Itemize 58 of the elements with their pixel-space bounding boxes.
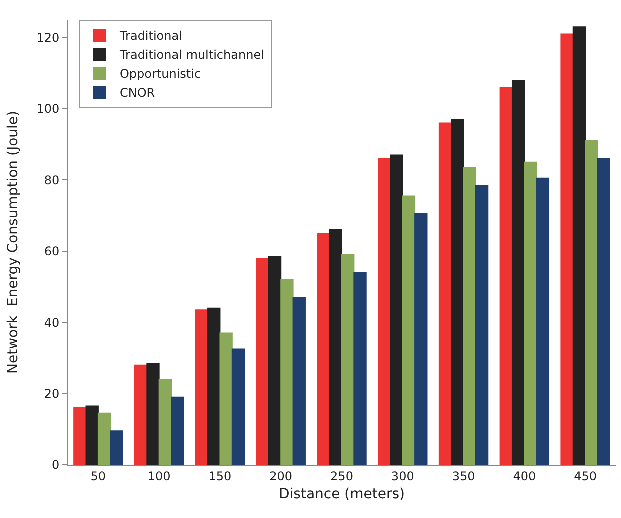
x-axis-title: Distance (meters) xyxy=(279,486,405,503)
x-tick-label: 450 xyxy=(574,469,598,484)
y-tick-label: 100 xyxy=(36,102,60,116)
bar xyxy=(195,310,209,465)
x-tick-label: 350 xyxy=(452,469,476,484)
bar xyxy=(329,230,342,465)
y-tick-label: 120 xyxy=(36,31,60,45)
bar xyxy=(171,396,184,465)
y-tick-label: 0 xyxy=(52,458,60,472)
bar xyxy=(451,119,464,465)
bar xyxy=(110,430,124,465)
bar xyxy=(597,158,610,465)
bar xyxy=(268,256,282,465)
bar xyxy=(524,162,538,465)
bar xyxy=(158,379,172,465)
legend-label: Traditional multichannel xyxy=(118,48,264,62)
bar xyxy=(292,297,306,465)
y-tick-label: 20 xyxy=(44,387,60,401)
bar xyxy=(86,406,99,465)
bar xyxy=(414,214,428,465)
bar xyxy=(512,80,526,465)
y-tick-label: 60 xyxy=(44,244,60,259)
bar xyxy=(536,178,550,465)
x-tick-label: 200 xyxy=(270,469,293,484)
bar xyxy=(134,364,148,465)
bar xyxy=(208,308,221,465)
legend-label: CNOR xyxy=(120,86,156,100)
bar xyxy=(256,258,270,465)
bar xyxy=(98,412,112,465)
bar xyxy=(438,122,452,465)
bar xyxy=(342,254,355,465)
bar xyxy=(585,140,598,465)
bar xyxy=(500,87,513,465)
bar xyxy=(354,272,367,465)
y-axis-title: Network Energy Consumption (Joule) xyxy=(5,111,22,374)
x-tick-label: 150 xyxy=(208,469,232,484)
bar xyxy=(378,158,392,465)
y-tick-label: 80 xyxy=(44,173,60,188)
y-tick-label: 40 xyxy=(44,316,60,330)
legend-label: Traditional xyxy=(118,29,182,44)
bar xyxy=(280,279,294,465)
bar xyxy=(390,154,404,465)
bar xyxy=(220,332,233,465)
bar xyxy=(572,26,586,465)
x-tick-label: 50 xyxy=(90,469,106,484)
x-tick-label: 400 xyxy=(513,469,536,484)
bar xyxy=(146,363,160,465)
bar xyxy=(74,408,87,465)
bar xyxy=(463,167,476,465)
legend-label: Opportunistic xyxy=(120,67,202,82)
bar xyxy=(402,196,416,465)
x-tick-label: 100 xyxy=(148,469,171,484)
bar xyxy=(475,185,489,465)
x-tick-label: 250 xyxy=(330,469,354,484)
x-tick-label: 300 xyxy=(391,469,414,484)
bar xyxy=(317,233,330,465)
bar xyxy=(232,348,246,465)
bar xyxy=(560,34,574,465)
